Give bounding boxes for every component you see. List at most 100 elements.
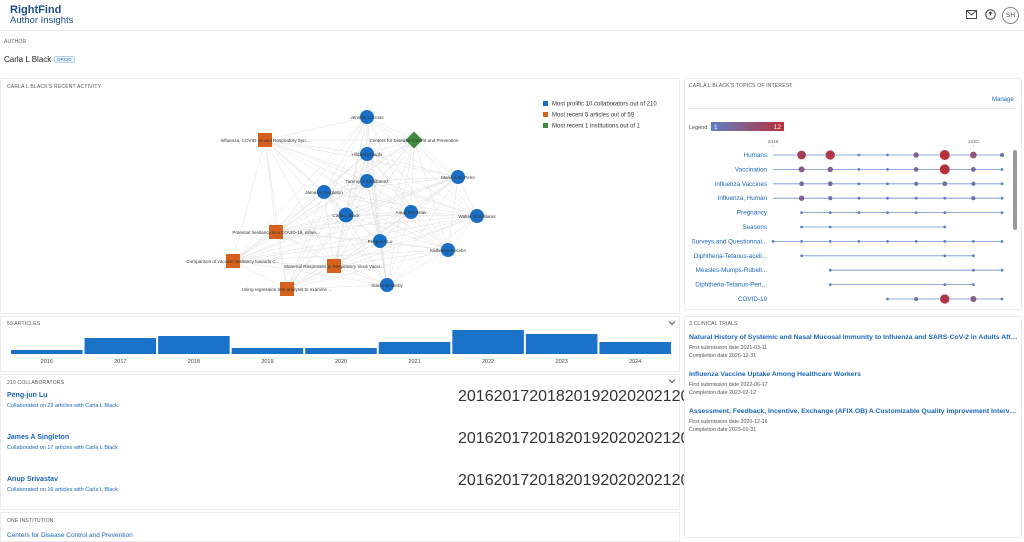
collaborator-node[interactable]: [470, 209, 484, 223]
edge: [323, 176, 459, 193]
collapse-icon[interactable]: [668, 320, 676, 326]
collaborator-node[interactable]: [360, 174, 374, 188]
topic-dot: [970, 295, 977, 303]
institution-name[interactable]: Centers for Disease Control and Preventi…: [7, 532, 133, 539]
year-label: 2016: [458, 472, 494, 489]
edge: [232, 260, 388, 286]
topic-name[interactable]: Diphtheria-Tetanus-acell...: [694, 253, 767, 260]
manage-link[interactable]: Manage: [992, 97, 1014, 103]
collaborator-node[interactable]: [360, 110, 374, 124]
trial-title[interactable]: Natural History of Systemic and Nasal Mu…: [689, 334, 1019, 341]
topic-name[interactable]: Influenza, Human: [718, 195, 768, 202]
bar: [231, 348, 304, 354]
trial-title[interactable]: Influenza Vaccine Uptake Among Healthcar…: [689, 371, 861, 378]
topic-dot: [914, 296, 919, 302]
edge: [286, 265, 335, 290]
year-label: 2020: [600, 430, 636, 447]
topic-name[interactable]: Vaccination: [735, 166, 768, 173]
topic-name[interactable]: COVID-19: [738, 296, 768, 303]
institution-title: ONE INSTITUTION: [7, 518, 54, 524]
topic-name[interactable]: Humans: [744, 152, 767, 159]
topic-dot: [828, 225, 832, 229]
article-node[interactable]: [327, 259, 341, 273]
edge: [366, 139, 415, 155]
help-icon[interactable]: [985, 9, 996, 20]
topic-dot: [913, 167, 919, 172]
node-label: Centers for Disease Control and Preventi…: [370, 138, 459, 143]
year-label: 2019: [564, 472, 601, 489]
topic-dot: [943, 240, 947, 243]
collaborator-note: Collaborated on 16 articles with Carla L…: [7, 487, 118, 493]
orcid-badge[interactable]: ORCID: [54, 56, 75, 63]
edge: [232, 215, 478, 262]
edge: [264, 139, 368, 182]
edge: [323, 180, 368, 193]
topic-dot: [914, 196, 918, 200]
x-tick-label: 2023: [968, 139, 979, 145]
legend-label: Most recent 5 articles out of 59: [552, 113, 635, 119]
topic-name[interactable]: Diphtheria-Tetanus-Pert...: [695, 282, 767, 289]
legend-gradient: [711, 122, 784, 131]
topic-dot: [914, 211, 918, 214]
article-node[interactable]: [269, 225, 283, 239]
edge: [264, 139, 412, 213]
edge: [264, 139, 388, 286]
avatar[interactable]: SH: [1002, 7, 1019, 24]
topic-dot: [828, 283, 832, 286]
topic-name[interactable]: Seasons: [742, 224, 767, 231]
article-node[interactable]: [226, 254, 240, 268]
topic-name[interactable]: Pregnancy: [737, 210, 768, 217]
edge: [447, 176, 459, 251]
trial-completion-date: Completion date 2023-02-12: [689, 390, 757, 396]
collaborator-node[interactable]: [360, 147, 374, 161]
edge: [232, 139, 266, 262]
collaborator-node[interactable]: [404, 205, 418, 219]
trial-first-date: First submission date 2022-06-17: [689, 382, 768, 388]
topic-dot: [943, 196, 947, 200]
year-label: 2017: [493, 430, 530, 447]
node-label: Anup Srivastav: [396, 210, 428, 215]
collaborator-node[interactable]: [337, 206, 355, 224]
year-label: 2021: [635, 472, 672, 489]
topic-dot: [798, 166, 805, 173]
collapse-icon[interactable]: [668, 378, 676, 384]
article-node[interactable]: [280, 282, 294, 296]
node-label: Tammy A Santibanez: [346, 179, 390, 184]
edge: [345, 139, 415, 216]
edge: [286, 153, 368, 290]
topic-dot: [943, 211, 947, 214]
edge: [410, 139, 415, 213]
edge: [323, 191, 478, 217]
topic-name[interactable]: Measles-Mumps-Rubell...: [696, 267, 768, 274]
institution-panel: [0, 512, 680, 542]
x-tick-label: 2023: [556, 359, 568, 365]
article-node[interactable]: [258, 133, 272, 147]
mail-icon[interactable]: [966, 10, 977, 19]
collaborator-node[interactable]: [380, 278, 394, 292]
collaborator-name[interactable]: Peng-jun Lu: [7, 392, 48, 399]
topic-name[interactable]: Surveys and Questionnai...: [691, 238, 767, 245]
author-name: Carla L Black: [4, 55, 52, 64]
collaborator-node[interactable]: [451, 170, 465, 184]
edge: [366, 153, 412, 213]
topics-title: CARLA L BLACK'S TOPICS OF INTEREST: [689, 83, 793, 89]
topic-name[interactable]: Influenza Vaccines: [715, 181, 767, 188]
trial-title[interactable]: Assessment, Feedback, Incentive, Exchang…: [689, 408, 1019, 415]
edge: [345, 214, 388, 286]
edge: [275, 215, 478, 233]
collaborator-name[interactable]: Anup Srivastav: [7, 476, 58, 483]
edge: [379, 211, 412, 242]
year-label: 2018: [529, 430, 565, 447]
topic-dot: [1000, 240, 1004, 243]
collaborator-node[interactable]: [373, 234, 387, 248]
x-tick-label: 2018: [188, 359, 200, 365]
brand[interactable]: RightFind: [10, 4, 62, 16]
top-bar: RightFind Author Insights SH: [0, 0, 1024, 31]
edge: [264, 139, 335, 267]
collaborator-node[interactable]: [441, 243, 455, 257]
edge: [232, 260, 288, 290]
collaborator-node[interactable]: [317, 185, 331, 199]
topic-dot: [800, 225, 804, 229]
collaborator-name[interactable]: James A Singleton: [7, 434, 70, 441]
